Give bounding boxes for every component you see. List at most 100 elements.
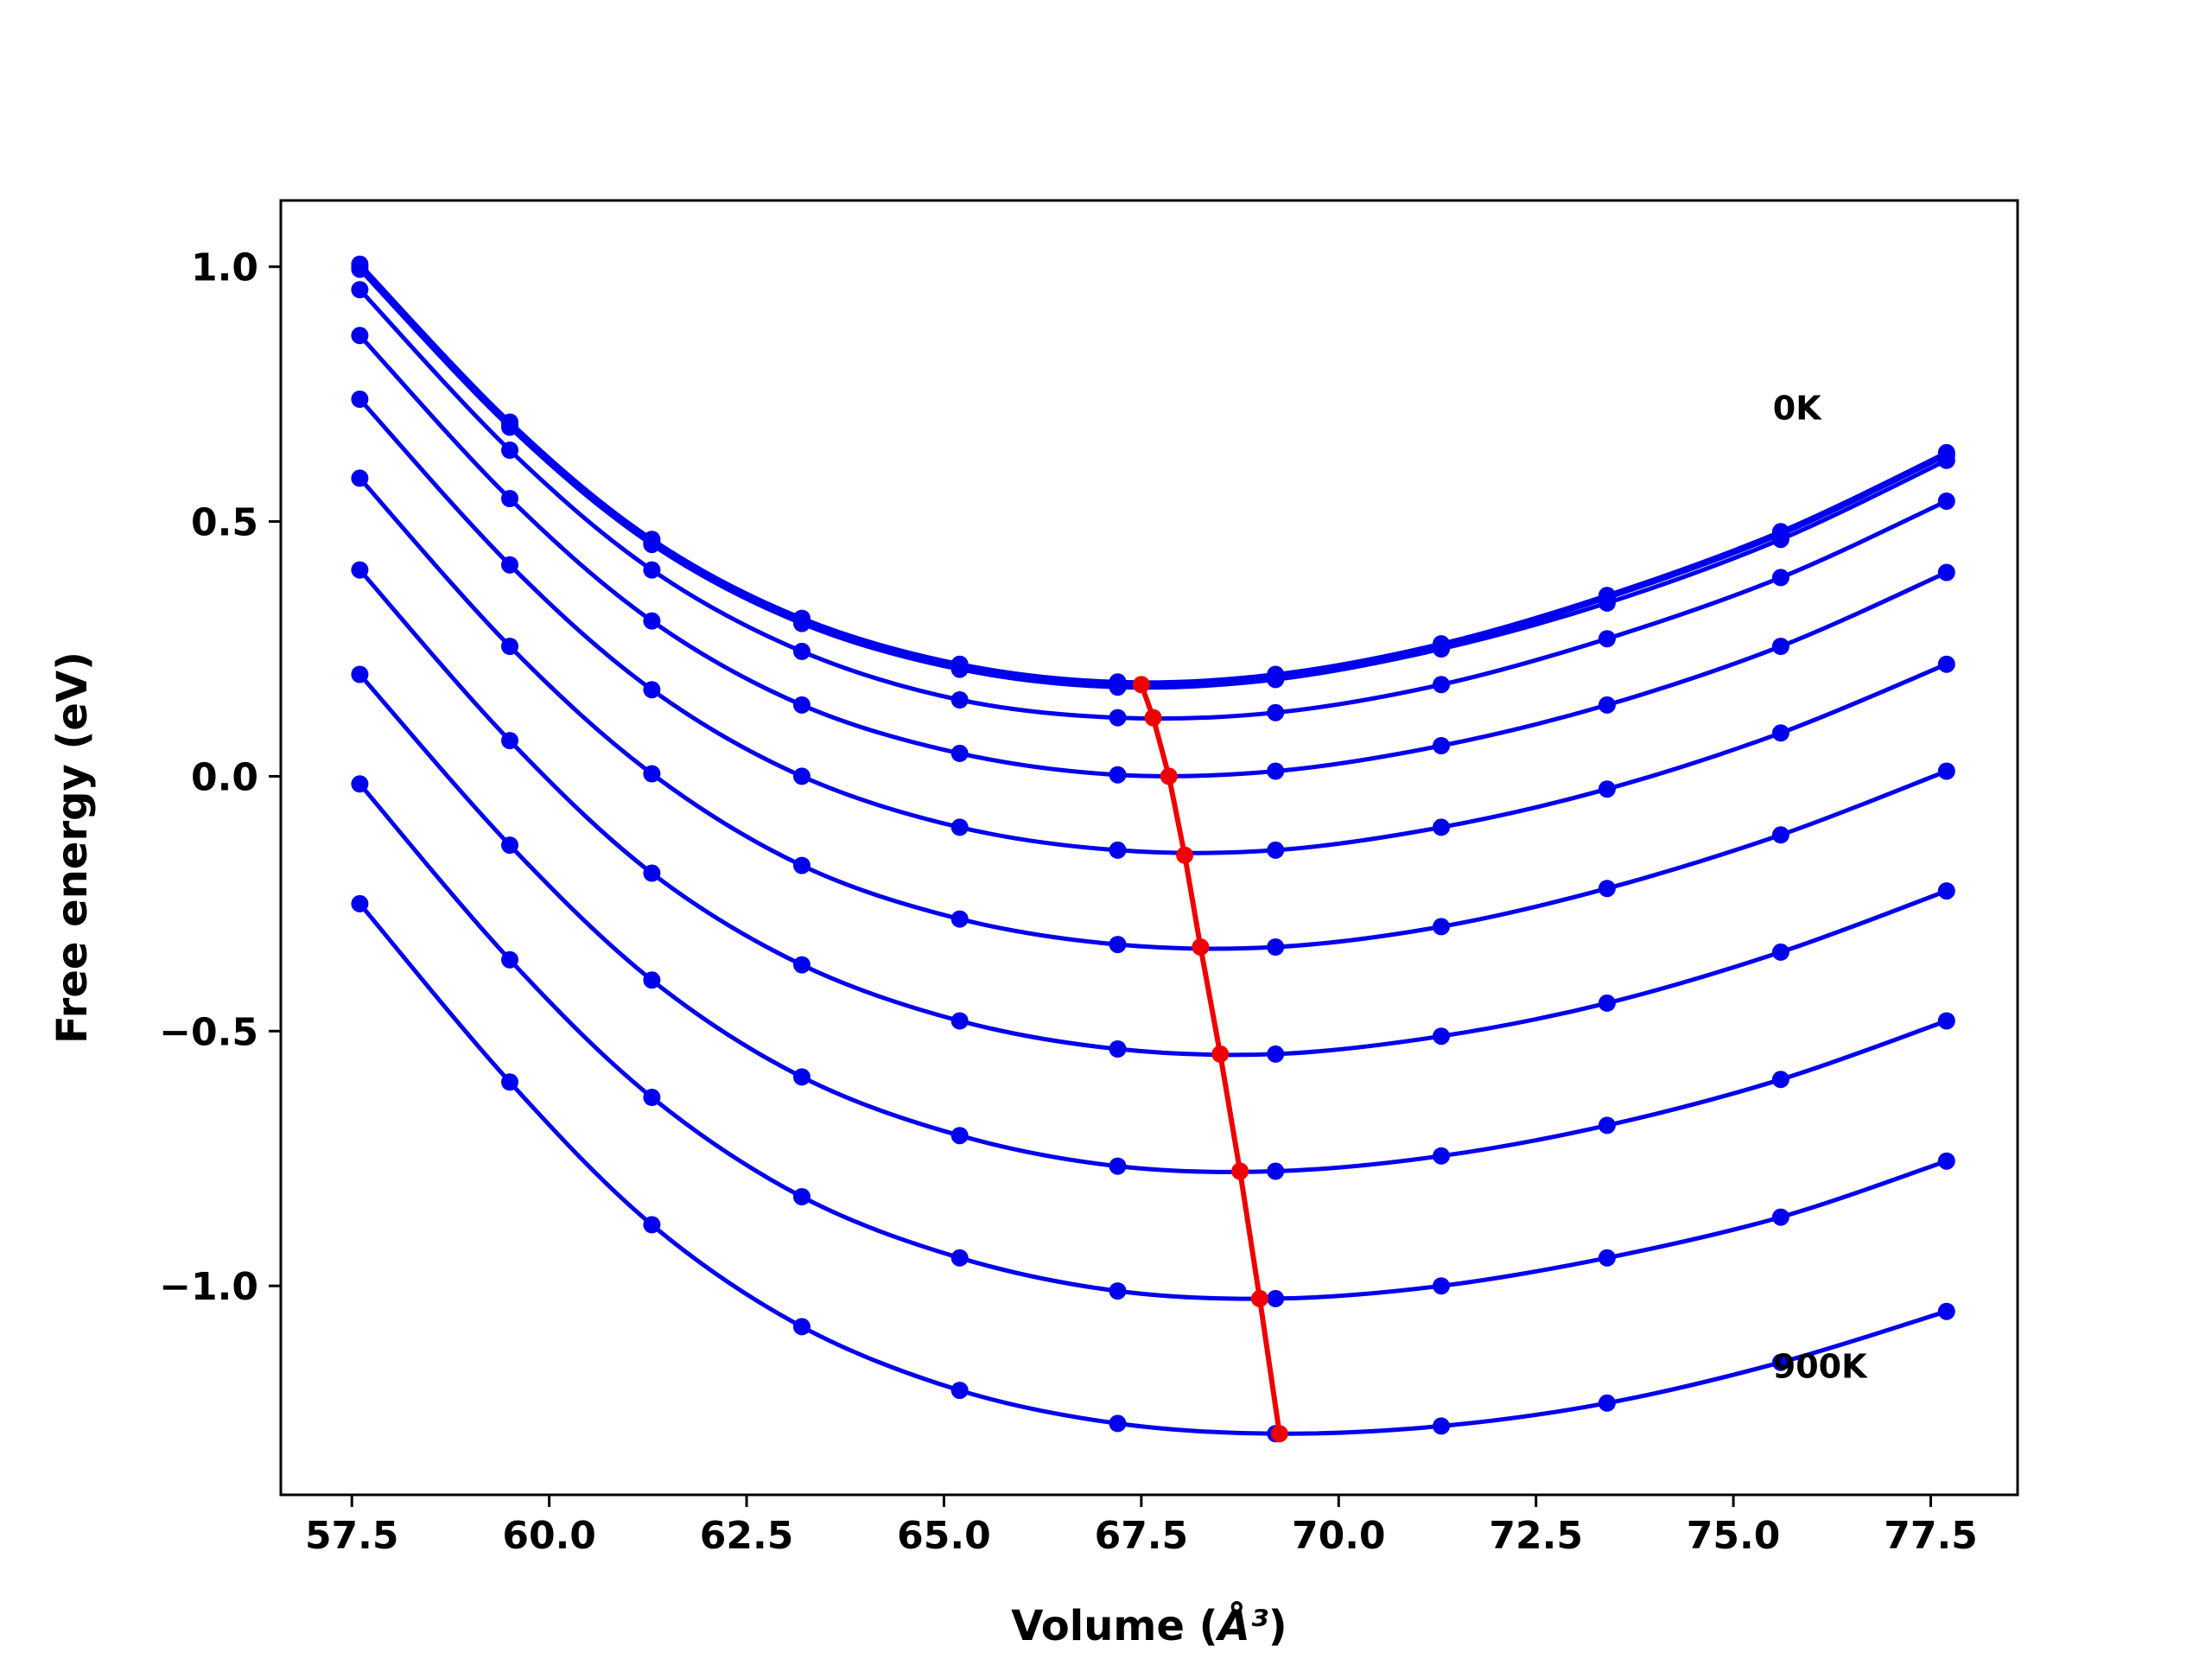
- series-9-point-7: [1433, 1277, 1450, 1295]
- minima-point-7: [1250, 1289, 1268, 1307]
- series-8-point-9: [1771, 1071, 1789, 1089]
- series-3-point-4: [950, 691, 969, 709]
- minima-point-6: [1231, 1162, 1249, 1180]
- series-2-point-4: [950, 660, 969, 678]
- series-4-point-5: [1109, 766, 1127, 784]
- x-tick-label-8: 77.5: [1884, 1514, 1978, 1558]
- y-axis-label: Free energy (eV): [48, 652, 97, 1044]
- series-2-point-7: [1433, 640, 1450, 658]
- series-10-point-7: [1433, 1417, 1450, 1435]
- minima-point-3: [1176, 846, 1194, 864]
- series-3-point-2: [643, 561, 661, 579]
- series-4-point-0: [351, 327, 369, 345]
- series-10-point-2: [643, 1216, 661, 1234]
- series-8-point-10: [1937, 1012, 1955, 1030]
- series-3-point-7: [1433, 676, 1450, 694]
- series-3-point-5: [1109, 709, 1127, 727]
- x-tick-label-2: 62.5: [700, 1514, 794, 1558]
- series-8-point-1: [501, 836, 518, 855]
- series-6-point-10: [1937, 762, 1955, 780]
- x-tick-label-6: 72.5: [1489, 1514, 1583, 1558]
- series-5-point-7: [1433, 818, 1450, 836]
- series-5-point-8: [1598, 780, 1616, 798]
- series-8-point-6: [1267, 1162, 1285, 1180]
- series-3-point-6: [1267, 703, 1285, 721]
- series-5-point-2: [643, 681, 661, 699]
- series-5-point-3: [793, 767, 810, 785]
- series-3-point-0: [351, 281, 369, 299]
- series-2-point-9: [1771, 531, 1789, 549]
- series-line-9: [358, 782, 1948, 1301]
- series-2-point-3: [793, 614, 810, 632]
- x-tick-label-1: 60.0: [502, 1514, 596, 1558]
- series-4-point-3: [793, 696, 810, 714]
- series-6-point-9: [1771, 826, 1789, 844]
- series-5-point-9: [1771, 724, 1789, 742]
- series-5-point-5: [1109, 841, 1127, 859]
- minima-point-2: [1160, 767, 1178, 785]
- series-6-point-5: [1109, 936, 1127, 954]
- series-7-point-7: [1433, 1027, 1450, 1046]
- series-9-point-10: [1937, 1152, 1955, 1170]
- series-7-point-3: [793, 956, 810, 974]
- series-9-point-4: [950, 1249, 969, 1267]
- y-axis-ticks: 1.0 0.5 0.0 −0.5 −1.0: [159, 246, 281, 1309]
- series-10-point-3: [793, 1318, 810, 1336]
- series-7-point-2: [643, 864, 661, 882]
- series-10-point-9: [1771, 1353, 1789, 1371]
- y-tick-label-2: 0.0: [191, 755, 258, 799]
- series-3-point-3: [793, 642, 810, 660]
- minima-point-5: [1211, 1045, 1230, 1063]
- minima-point-0: [1132, 676, 1150, 694]
- series-6-point-4: [950, 910, 969, 928]
- series-8-point-7: [1433, 1147, 1450, 1165]
- series-8-point-0: [351, 665, 369, 683]
- series-6-point-2: [643, 765, 661, 783]
- plot-area: [281, 200, 2018, 1495]
- series-8-point-2: [643, 971, 661, 989]
- y-tick-label-0: 1.0: [191, 246, 258, 290]
- series-3-point-10: [1937, 493, 1955, 510]
- series-3-point-1: [501, 442, 518, 459]
- series-10-point-8: [1598, 1394, 1616, 1412]
- series-9-point-2: [643, 1089, 661, 1106]
- series-4-point-9: [1771, 638, 1789, 655]
- series-8-point-5: [1109, 1157, 1127, 1175]
- series-7-point-0: [351, 561, 369, 579]
- series-9-point-8: [1598, 1249, 1616, 1267]
- series-2-point-6: [1267, 671, 1285, 689]
- series-2-point-0: [351, 260, 369, 278]
- series-8-point-8: [1598, 1116, 1616, 1135]
- series-9-point-9: [1771, 1208, 1789, 1226]
- minima-point-8: [1270, 1425, 1288, 1443]
- series-line-8: [358, 672, 1948, 1174]
- series-4-point-1: [501, 490, 518, 507]
- x-tick-label-4: 67.5: [1095, 1514, 1189, 1558]
- series-7-point-1: [501, 732, 518, 750]
- annotation-0: 0K: [1773, 390, 1822, 428]
- series-2-point-8: [1598, 594, 1616, 612]
- series-2-point-10: [1937, 451, 1955, 469]
- series-6-point-6: [1267, 938, 1285, 956]
- series-4-point-8: [1598, 696, 1616, 714]
- minima-layer: [1132, 676, 1288, 1443]
- series-4-point-4: [950, 744, 969, 762]
- x-tick-label-0: 57.5: [305, 1514, 399, 1558]
- series-4-point-2: [643, 612, 661, 630]
- series-5-point-1: [501, 556, 518, 574]
- series-4-point-7: [1433, 737, 1450, 754]
- series-7-point-10: [1937, 882, 1955, 900]
- series-9-point-3: [793, 1188, 810, 1205]
- x-tick-label-3: 65.0: [897, 1514, 991, 1558]
- x-axis-label: Volume (Å³): [1011, 1601, 1287, 1650]
- x-axis-label-close: ): [1268, 1602, 1287, 1650]
- x-axis-label-unit: Å³: [1215, 1601, 1268, 1650]
- series-3-point-8: [1598, 630, 1616, 648]
- series-5-point-10: [1937, 655, 1955, 673]
- series-3-point-9: [1771, 569, 1789, 587]
- minima-point-4: [1192, 938, 1210, 956]
- series-6-point-1: [501, 638, 518, 655]
- x-axis-ticks: 57.5 60.0 62.5 65.0 67.5 70.0 72.5 75.0 77.5: [305, 1495, 1978, 1558]
- x-tick-label-5: 70.0: [1292, 1514, 1386, 1558]
